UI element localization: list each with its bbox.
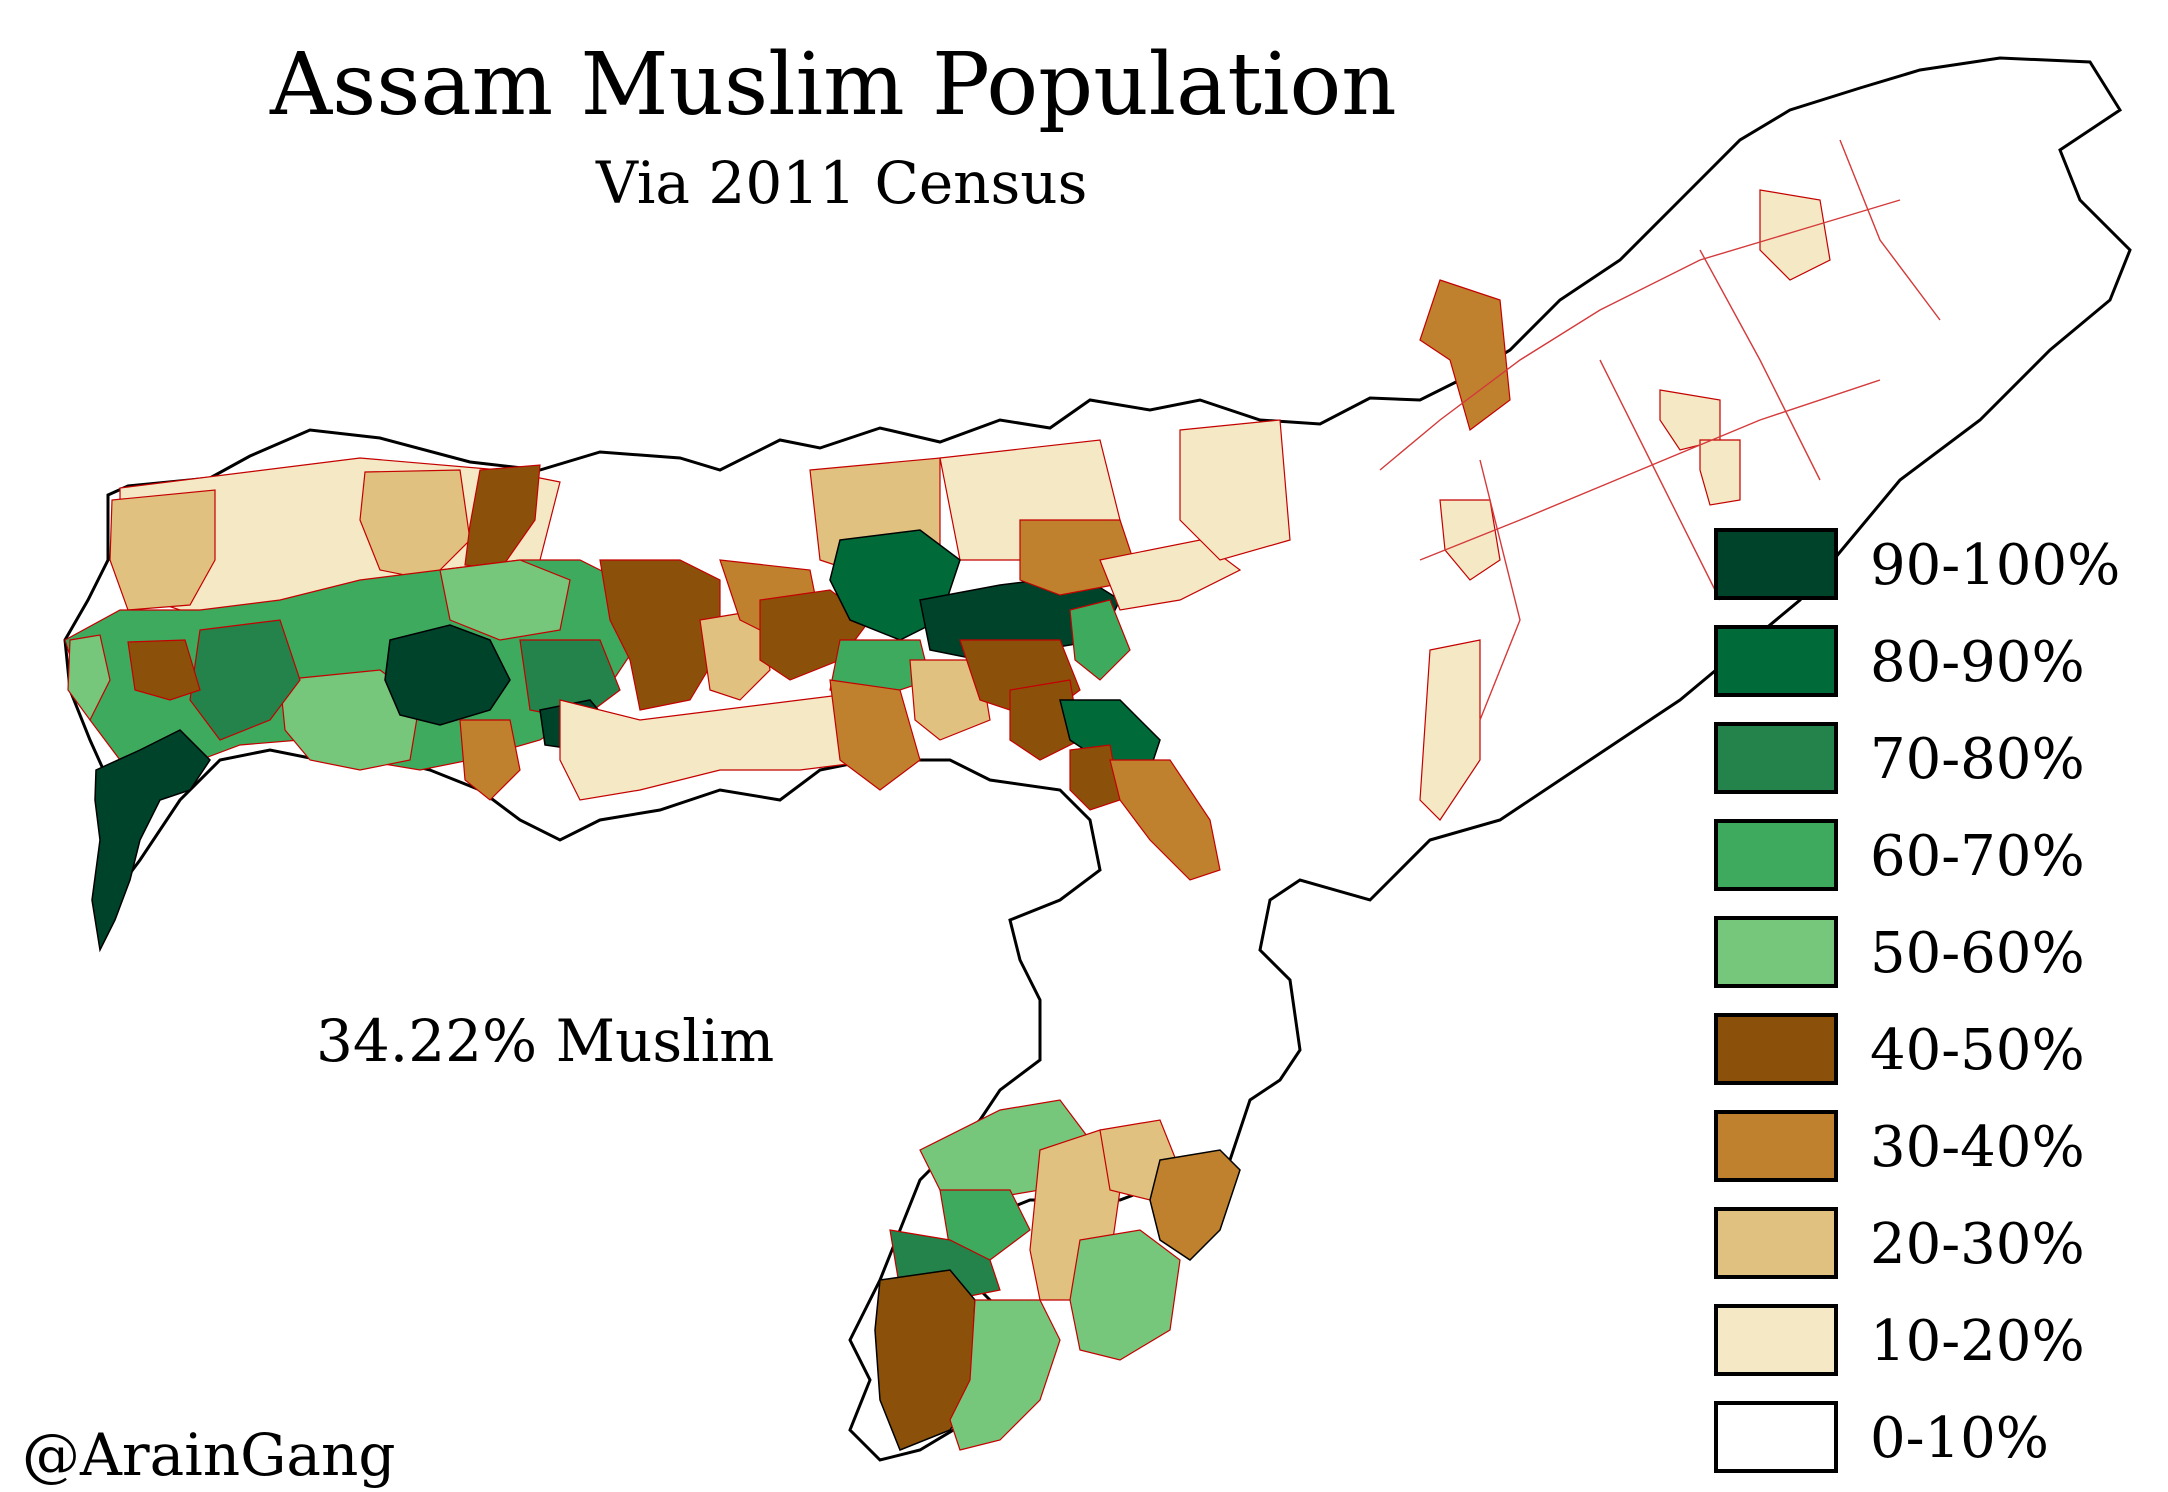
legend-label-10-20: 10-20% (1870, 1309, 2085, 1374)
region-central-10-20-c (1099, 539, 1242, 611)
map-regions (63, 56, 2132, 1462)
region-south-30-40 (1149, 1149, 1241, 1261)
legend-item-60-70: 60-70% (1714, 819, 2154, 899)
legend-swatch-70-80 (1714, 722, 1838, 794)
legend-label-40-50: 40-50% (1870, 1018, 2085, 1083)
legend-label-20-30: 20-30% (1870, 1212, 2085, 1277)
legend-swatch-60-70 (1714, 819, 1838, 891)
region-central-60-70-b (1069, 599, 1131, 681)
region-east-10-20-b (1759, 189, 1831, 281)
legend-swatch-10-20 (1714, 1304, 1838, 1376)
map-title: Assam Muslim Population (270, 35, 1397, 135)
region-south-50-60-b (949, 1299, 1061, 1451)
region-west-20-30-a (109, 489, 216, 611)
legend-item-10-20: 10-20% (1714, 1304, 2154, 1384)
legend-item-30-40: 30-40% (1714, 1110, 2154, 1190)
region-south-40-50 (874, 1269, 976, 1451)
legend-swatch-40-50 (1714, 1013, 1838, 1085)
region-west-40-50-b (127, 639, 201, 701)
legend-swatch-80-90 (1714, 625, 1838, 697)
legend-label-30-40: 30-40% (1870, 1115, 2085, 1180)
legend-label-80-90: 80-90% (1870, 630, 2085, 695)
author-credit: @ArainGang (22, 1421, 396, 1489)
region-central-40-50 (599, 559, 721, 711)
legend-swatch-20-30 (1714, 1207, 1838, 1279)
region-west-70-80-b (519, 639, 621, 721)
legend-label-60-70: 60-70% (1870, 824, 2085, 889)
region-west-70-80-a (189, 619, 301, 741)
region-central-10-20-d (1179, 419, 1291, 561)
legend-swatch-90-100 (1714, 528, 1838, 600)
legend-swatch-0-10 (1714, 1401, 1838, 1473)
legend-swatch-30-40 (1714, 1110, 1838, 1182)
region-south-50-60-c (1069, 1229, 1181, 1361)
legend-item-0-10: 0-10% (1714, 1401, 2154, 1481)
legend-item-50-60: 50-60% (1714, 916, 2154, 996)
region-west-50-60-b (439, 559, 571, 641)
legend-item-90-100: 90-100% (1714, 528, 2154, 608)
region-west-90-100-south (91, 729, 211, 953)
muslim-percentage-summary: 34.22% Muslim (316, 1007, 775, 1075)
legend-label-90-100: 90-100% (1870, 533, 2121, 598)
legend-item-70-80: 70-80% (1714, 722, 2154, 802)
legend-item-20-30: 20-30% (1714, 1207, 2154, 1287)
legend-label-70-80: 70-80% (1870, 727, 2085, 792)
legend-item-40-50: 40-50% (1714, 1013, 2154, 1093)
region-east-30-40 (1419, 279, 1511, 432)
region-central-10-20-band (559, 689, 881, 801)
region-west-30-40-a (459, 719, 521, 801)
region-east-10-20-d (1699, 439, 1741, 506)
region-west-50-60-c (67, 634, 111, 722)
legend-label-0-10: 0-10% (1870, 1406, 2050, 1471)
region-west-90-100-core (384, 624, 511, 726)
legend-label-50-60: 50-60% (1870, 921, 2085, 986)
region-east-10-20-e (1419, 639, 1481, 821)
legend-item-80-90: 80-90% (1714, 625, 2154, 705)
region-central-30-40-d (1109, 759, 1221, 881)
region-central-30-40-b (829, 679, 921, 791)
legend-swatch-50-60 (1714, 916, 1838, 988)
region-central-40-50-e (1069, 744, 1121, 811)
map-subtitle: Via 2011 Census (596, 149, 1088, 217)
district-boundaries (1379, 139, 1941, 721)
